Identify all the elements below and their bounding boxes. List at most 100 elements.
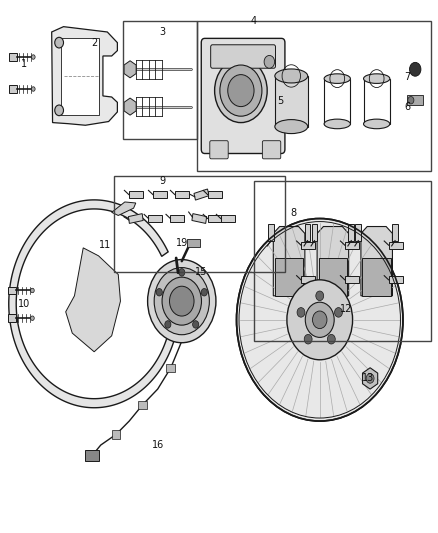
Circle shape [287,280,353,360]
Circle shape [297,308,305,317]
Ellipse shape [275,69,308,83]
Polygon shape [356,223,361,240]
Text: 16: 16 [152,440,164,450]
Circle shape [327,334,335,344]
Circle shape [148,260,216,343]
Circle shape [170,286,194,316]
Circle shape [31,288,34,293]
Circle shape [313,311,327,328]
FancyBboxPatch shape [211,45,276,68]
Bar [9,53,17,61]
Polygon shape [124,61,136,78]
Circle shape [264,55,275,68]
Polygon shape [345,276,359,284]
Polygon shape [124,98,136,115]
Polygon shape [148,215,162,222]
Bar [123,21,197,139]
Circle shape [201,288,207,296]
Polygon shape [305,223,310,240]
Polygon shape [363,258,391,296]
Polygon shape [363,368,378,389]
Polygon shape [170,215,184,222]
Polygon shape [389,276,403,284]
Circle shape [316,291,324,301]
Ellipse shape [364,119,390,128]
Bar [8,287,16,294]
Polygon shape [361,227,392,296]
Polygon shape [389,242,403,248]
Circle shape [31,316,34,320]
Polygon shape [129,191,143,198]
Circle shape [179,269,185,276]
Polygon shape [175,191,189,198]
FancyBboxPatch shape [262,141,281,159]
Polygon shape [112,202,136,215]
Bar [166,364,175,372]
Bar [9,85,17,93]
Polygon shape [268,223,273,240]
Text: 12: 12 [340,304,352,314]
Text: 1: 1 [21,59,27,69]
Ellipse shape [324,74,350,84]
Polygon shape [208,215,222,222]
Circle shape [165,321,171,328]
Polygon shape [392,223,398,240]
Bar [197,21,431,171]
Polygon shape [317,227,349,296]
Bar [114,176,285,272]
Circle shape [335,308,343,317]
Text: 8: 8 [290,208,297,218]
Circle shape [55,105,64,116]
Bar [324,78,350,124]
Polygon shape [85,450,99,461]
Polygon shape [194,189,209,200]
Polygon shape [128,214,143,223]
Polygon shape [153,191,167,198]
Text: 4: 4 [251,17,257,26]
Circle shape [55,37,64,48]
Circle shape [366,374,374,383]
Circle shape [305,302,334,337]
Text: 10: 10 [18,299,30,309]
Bar [254,181,431,341]
Circle shape [193,321,199,328]
Bar [364,78,390,124]
Circle shape [154,268,209,335]
Text: 15: 15 [195,267,208,277]
Bar [275,76,307,126]
Text: 6: 6 [404,102,410,111]
Circle shape [408,96,414,104]
FancyBboxPatch shape [201,38,285,154]
Ellipse shape [324,119,350,128]
Bar [407,95,423,105]
Ellipse shape [364,74,390,84]
Circle shape [156,288,162,296]
Text: 2: 2 [91,38,97,47]
Polygon shape [301,276,315,284]
Polygon shape [66,248,120,352]
Text: 5: 5 [277,96,283,106]
Text: 7: 7 [404,72,410,82]
Text: 3: 3 [159,27,165,37]
Bar [112,430,120,439]
Polygon shape [349,223,354,240]
Circle shape [32,55,35,59]
Circle shape [304,334,312,344]
Bar [138,401,147,409]
Circle shape [215,59,267,123]
Polygon shape [311,223,317,240]
Polygon shape [301,242,315,248]
Text: 19: 19 [176,238,188,247]
Ellipse shape [275,119,308,134]
Bar [187,239,200,247]
Text: 11: 11 [99,240,111,250]
Circle shape [410,62,421,76]
Polygon shape [52,27,117,125]
Circle shape [32,87,35,91]
Circle shape [228,75,254,107]
Polygon shape [61,38,99,115]
Polygon shape [345,242,359,248]
Circle shape [162,277,201,325]
FancyBboxPatch shape [210,141,228,159]
Text: 13: 13 [362,374,374,383]
